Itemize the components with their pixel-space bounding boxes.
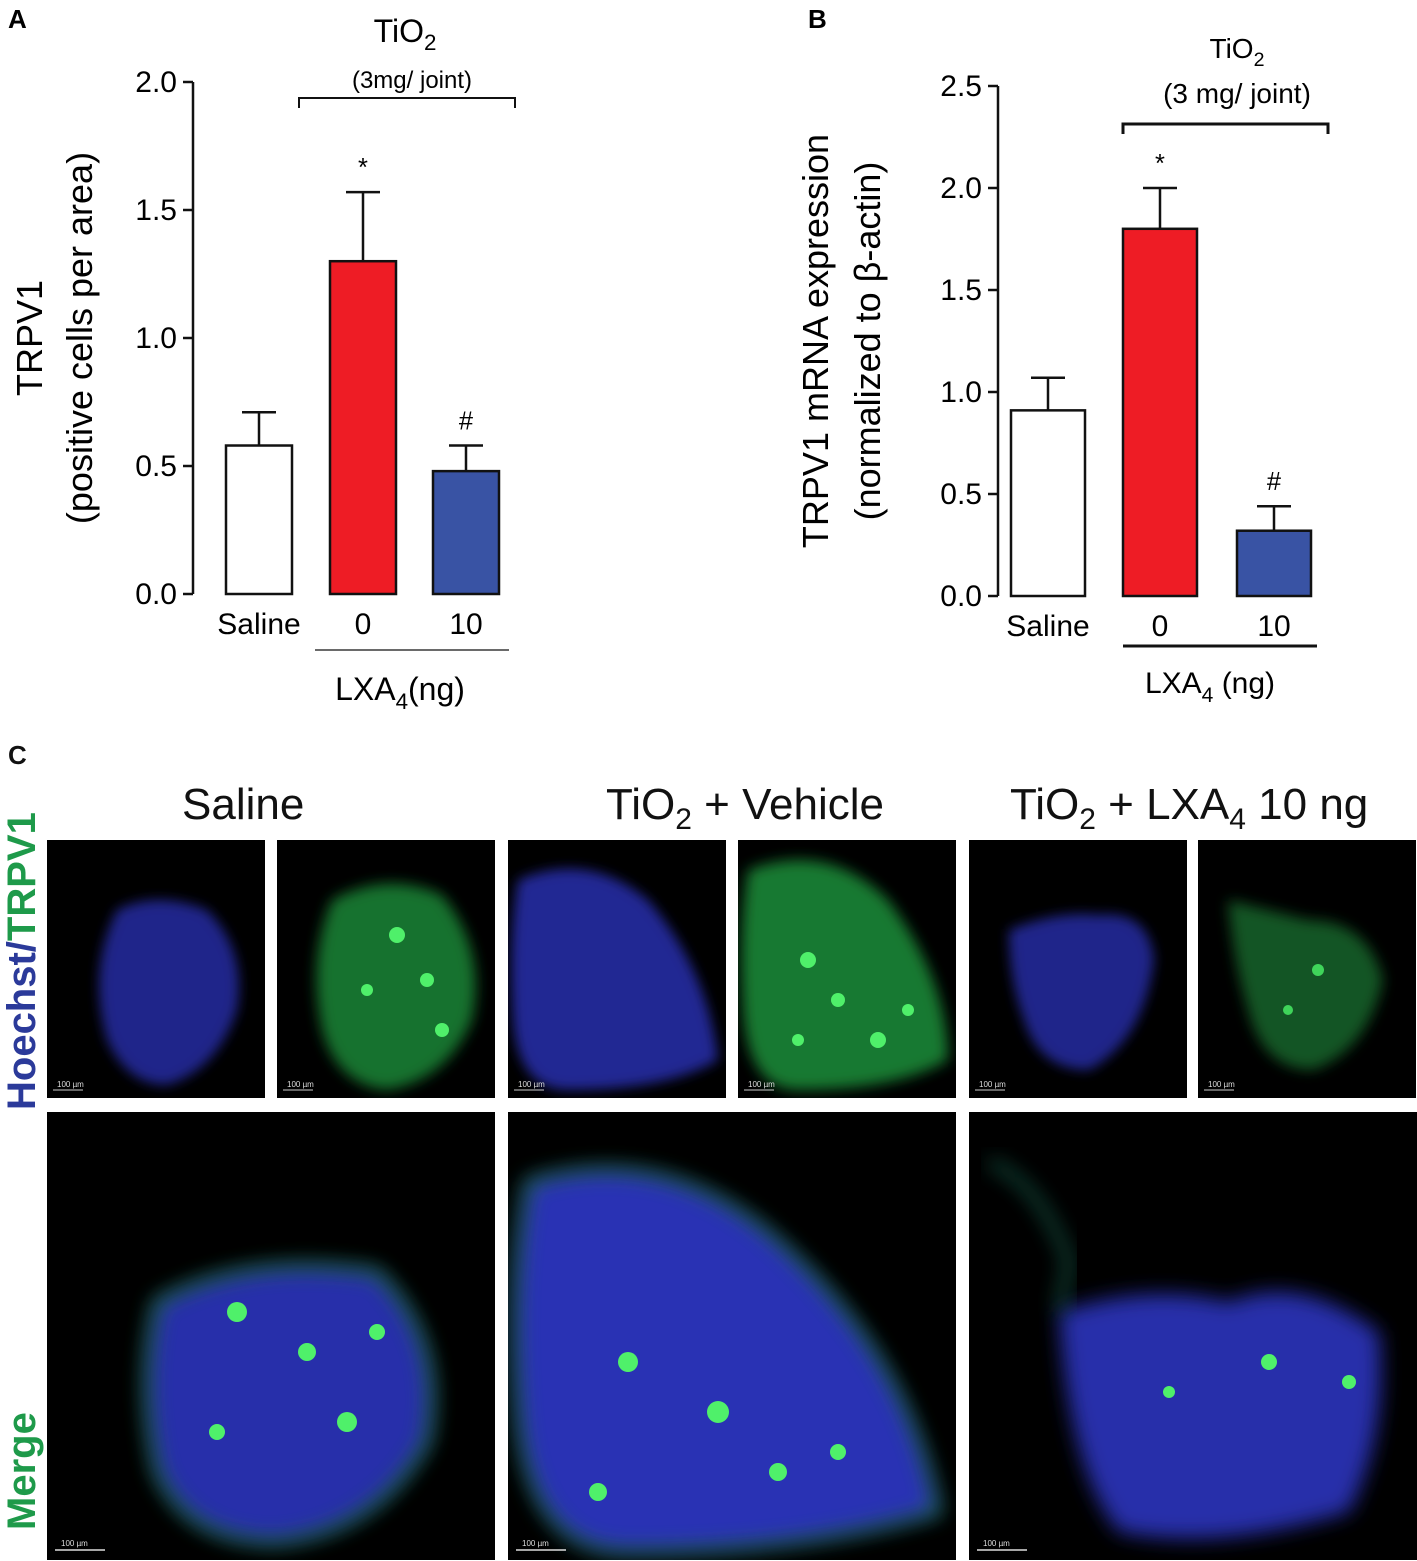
significance-mark: #: [459, 408, 474, 436]
bar-3: [431, 469, 501, 596]
lxa4-label: LXA4(ng): [335, 671, 465, 714]
micrograph-lxa4-hoechst: 100 µm: [969, 840, 1187, 1098]
condition-title-saline: Saline: [182, 780, 305, 829]
y-tick-label: 0.5: [940, 478, 982, 511]
x-tick-label: 10: [1257, 610, 1290, 643]
y-axis-label: (normalized to β-actin): [847, 162, 888, 521]
bar-1: [224, 444, 294, 596]
row-label-hoechst-trpv1: Hoechst/TRPV1: [0, 812, 44, 1110]
scale-bar-label: 100 µm: [287, 1080, 314, 1089]
x-tick-label: Saline: [217, 608, 300, 641]
significance-mark: *: [1155, 150, 1165, 178]
micrograph-lxa4-trpv1: 100 µm: [1198, 840, 1416, 1098]
bar-2: [1121, 227, 1199, 598]
y-tick-label: 2.0: [135, 66, 177, 99]
scale-bar-label: 100 µm: [61, 1539, 88, 1548]
x-tick-label: 0: [1152, 610, 1169, 643]
y-tick-label: 1.0: [940, 376, 982, 409]
chart-a: A 0.0 0.5 1.0 1.5 2.0 Saline 0 * 10 # TRPV1 (positi…: [8, 4, 516, 714]
scale-bar-label: 100 µm: [57, 1080, 84, 1089]
micrograph-saline-hoechst: 100 µm: [47, 840, 265, 1098]
y-tick-label: 1.0: [135, 322, 177, 355]
y-tick-label: 2.0: [940, 172, 982, 205]
y-axis-label: TRPV1 mRNA expression: [795, 134, 836, 548]
scale-bar-label: 100 µm: [748, 1080, 775, 1089]
lxa4-label: LXA4 (ng): [1145, 667, 1275, 707]
scale-bar-label: 100 µm: [1208, 1080, 1235, 1089]
condition-title-tio2-lxa4: TiO2 + LXA4 10 ng: [1010, 780, 1369, 836]
micrograph-saline-merge: 100 µm: [47, 1112, 495, 1560]
y-axis-label: TRPV1: [9, 280, 50, 396]
y-tick-label: 0.0: [135, 578, 177, 611]
dose-label: (3mg/ joint): [352, 67, 472, 94]
x-tick-label: Saline: [1006, 610, 1089, 643]
scale-bar-label: 100 µm: [522, 1539, 549, 1548]
y-tick-label: 2.5: [940, 70, 982, 103]
y-tick-label: 0.5: [135, 450, 177, 483]
micrograph-vehicle-trpv1: 100 µm: [738, 840, 956, 1098]
tio2-bracket: [298, 97, 516, 108]
y-tick-label: 1.5: [135, 194, 177, 227]
panel-letter-a: A: [8, 4, 27, 34]
tio2-label: TiO2: [1210, 33, 1265, 71]
scale-bar-label: 100 µm: [983, 1539, 1010, 1548]
x-tick-label: 10: [449, 608, 482, 641]
micrograph-lxa4-merge: 100 µm: [969, 1112, 1417, 1560]
scale-bar-label: 100 µm: [979, 1080, 1006, 1089]
micrograph-vehicle-merge: 100 µm: [508, 1112, 956, 1560]
significance-mark: *: [358, 154, 368, 182]
micrograph-saline-trpv1: 100 µm: [277, 840, 495, 1098]
condition-title-tio2-vehicle: TiO2 + Vehicle: [606, 780, 884, 836]
significance-mark: #: [1267, 468, 1282, 496]
chart-b: B 0.0 0.5 1.0 1.5 2.0 2.5 Saline 0 * 10 # TRPV1 mRN…: [795, 4, 1330, 707]
panel-letter-c: C: [8, 740, 27, 770]
panel-c-micrographs: C Saline TiO2 + Vehicle TiO2 + LXA4 10 n…: [0, 740, 1417, 1561]
x-tick-label: 0: [355, 608, 372, 641]
scale-bar-label: 100 µm: [518, 1080, 545, 1089]
y-tick-label: 1.5: [940, 274, 982, 307]
bar-1: [1009, 409, 1087, 598]
tio2-bracket: [1121, 122, 1330, 134]
panel-letter-b: B: [808, 4, 827, 34]
bar-3: [1235, 529, 1313, 598]
tio2-label: TiO2: [374, 13, 437, 55]
y-tick-label: 0.0: [940, 580, 982, 613]
row-label-merge: Merge: [0, 1412, 44, 1530]
y-axis-label: (positive cells per area): [59, 152, 100, 524]
bar-2: [328, 259, 398, 596]
micrograph-vehicle-hoechst: 100 µm: [508, 840, 726, 1098]
dose-label: (3 mg/ joint): [1163, 78, 1311, 109]
